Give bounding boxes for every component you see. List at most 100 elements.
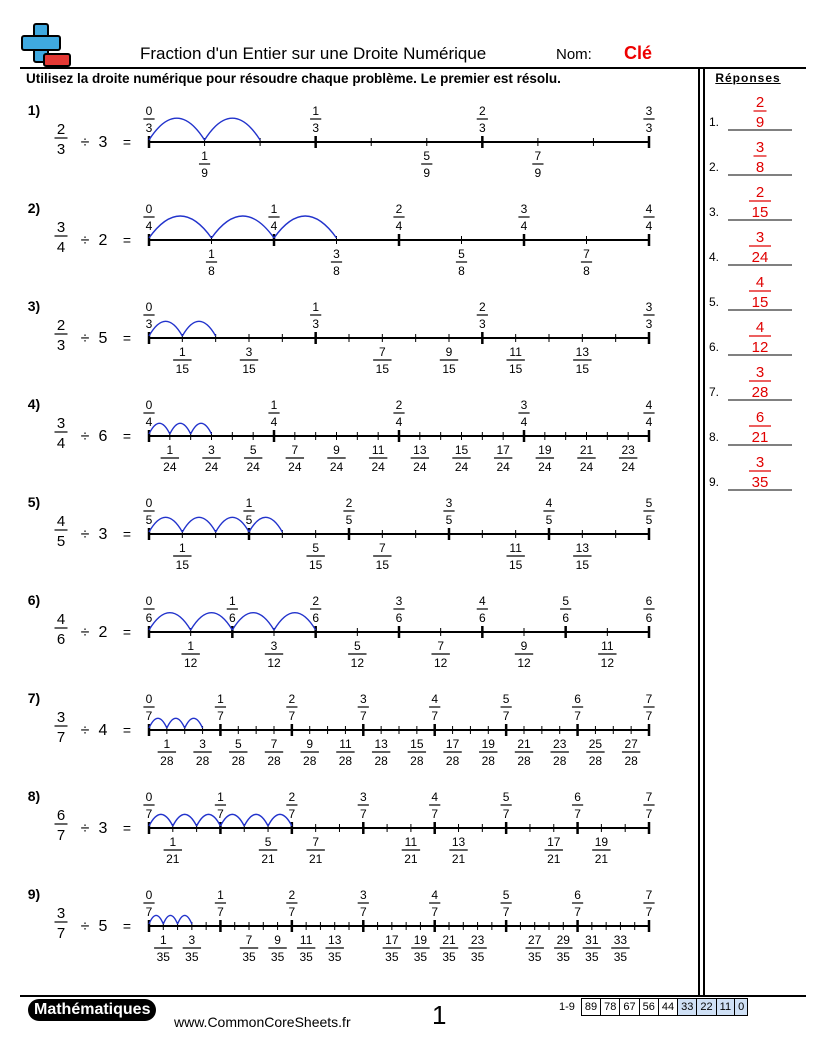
- bottom-tick-label: 728: [264, 737, 284, 768]
- answer-fraction: 324: [749, 229, 771, 266]
- top-tick-label: 66: [643, 594, 655, 625]
- top-tick-label-num: 4: [431, 888, 438, 902]
- divide-sign: ÷: [81, 428, 90, 445]
- bottom-tick-label-den: 24: [580, 460, 594, 474]
- bottom-tick-label-den: 28: [196, 754, 210, 768]
- bottom-tick-label-num: 23: [621, 443, 635, 457]
- bottom-tick-label-den: 21: [261, 852, 275, 866]
- top-tick-label: 07: [143, 790, 155, 821]
- bottom-tick-label-num: 29: [557, 933, 571, 947]
- bottom-tick-label-num: 13: [576, 345, 590, 359]
- top-tick-label: 33: [643, 300, 655, 331]
- top-tick-label: 56: [560, 594, 572, 625]
- top-tick-label-den: 3: [312, 121, 319, 135]
- partition-arc: [203, 117, 261, 141]
- bottom-tick-label-den: 35: [185, 950, 199, 964]
- bottom-tick-label-num: 27: [528, 933, 542, 947]
- bottom-tick-label-den: 28: [160, 754, 174, 768]
- partition-arc: [172, 813, 198, 827]
- score-cell: 56: [638, 998, 659, 1016]
- top-tick-label-num: 3: [360, 888, 367, 902]
- bottom-tick-label: 515: [306, 541, 325, 572]
- bottom-tick-label-den: 12: [184, 656, 198, 670]
- top-tick-label-den: 3: [312, 317, 319, 331]
- bottom-tick-label-num: 5: [265, 835, 272, 849]
- top-tick-label-den: 4: [646, 219, 653, 233]
- bottom-tick-label-num: 15: [455, 443, 469, 457]
- partition-arc: [219, 813, 245, 827]
- bottom-tick-label: 715: [373, 541, 392, 572]
- answer-fraction: 335: [749, 454, 771, 491]
- bottom-tick-label-num: 1: [166, 443, 173, 457]
- top-tick-label: 03: [143, 104, 155, 135]
- partition-arc: [181, 320, 217, 337]
- bottom-tick-label: 712: [431, 639, 450, 670]
- bottom-tick-label: 312: [264, 639, 284, 670]
- answers-title: Réponses: [715, 71, 781, 85]
- top-tick-label: 37: [357, 692, 369, 723]
- bottom-tick-label: 328: [193, 737, 212, 768]
- bottom-tick-label-num: 25: [589, 737, 603, 751]
- top-tick-label: 17: [214, 790, 227, 821]
- answer-fraction: 38: [753, 139, 767, 176]
- bottom-tick-label: 528: [229, 737, 248, 768]
- bottom-tick-label-den: 28: [482, 754, 496, 768]
- score-cell: 11: [715, 998, 736, 1016]
- bottom-tick-label-den: 35: [157, 950, 171, 964]
- top-tick-label: 44: [643, 202, 655, 233]
- top-tick-label-den: 7: [503, 807, 510, 821]
- bottom-tick-label-den: 24: [538, 460, 552, 474]
- bottom-tick-label-den: 21: [452, 852, 466, 866]
- top-tick-label-den: 5: [246, 513, 253, 527]
- bottom-tick-label-den: 24: [330, 460, 344, 474]
- divisor: 2: [99, 624, 108, 641]
- top-tick-label-num: 3: [646, 104, 653, 118]
- top-tick-label: 67: [571, 888, 584, 919]
- bottom-tick-label-den: 28: [624, 754, 638, 768]
- bottom-tick-label-den: 28: [374, 754, 388, 768]
- top-tick-label: 23: [476, 300, 488, 331]
- bottom-tick-label-num: 3: [246, 345, 253, 359]
- instructions: Utilisez la droite numérique pour résoud…: [26, 71, 561, 86]
- bottom-tick-label-den: 8: [583, 264, 590, 278]
- top-tick-label: 37: [357, 790, 369, 821]
- equals-sign: =: [123, 134, 131, 150]
- bottom-tick-label-num: 5: [354, 639, 361, 653]
- bottom-tick-label-num: 7: [271, 737, 278, 751]
- top-tick-label: 36: [393, 594, 405, 625]
- bottom-tick-label: 324: [202, 443, 221, 474]
- bottom-tick-label-num: 1: [164, 737, 171, 751]
- top-tick-label-num: 4: [646, 398, 653, 412]
- top-tick-label: 25: [343, 496, 355, 527]
- answer-fraction-den: 15: [752, 204, 769, 221]
- bottom-tick-label-num: 1: [169, 835, 176, 849]
- bottom-tick-label-num: 7: [291, 443, 298, 457]
- bottom-tick-label-den: 24: [496, 460, 510, 474]
- bottom-tick-label-num: 5: [235, 737, 242, 751]
- top-tick-label-num: 2: [289, 692, 296, 706]
- top-tick-label-num: 7: [646, 888, 653, 902]
- partition-arc: [148, 422, 171, 435]
- answer-number: 8.: [709, 430, 719, 444]
- bottom-tick-label-den: 12: [434, 656, 448, 670]
- bottom-tick-label-den: 15: [442, 362, 456, 376]
- bottom-tick-label-num: 27: [624, 737, 638, 751]
- top-tick-label-num: 3: [521, 398, 528, 412]
- answer-fraction-num: 2: [756, 94, 764, 111]
- problem-fraction: 23: [54, 317, 68, 354]
- equals-sign: =: [123, 428, 131, 444]
- bottom-tick-label: 59: [421, 149, 433, 180]
- problem-fraction-num: 3: [57, 905, 65, 922]
- top-tick-label-den: 3: [479, 317, 486, 331]
- top-tick-label: 13: [310, 300, 322, 331]
- bottom-tick-label-num: 3: [189, 933, 196, 947]
- partition-arc: [148, 813, 174, 827]
- equals-sign: =: [123, 526, 131, 542]
- partition-arc: [148, 516, 183, 533]
- answer-fraction-den: 24: [752, 249, 769, 266]
